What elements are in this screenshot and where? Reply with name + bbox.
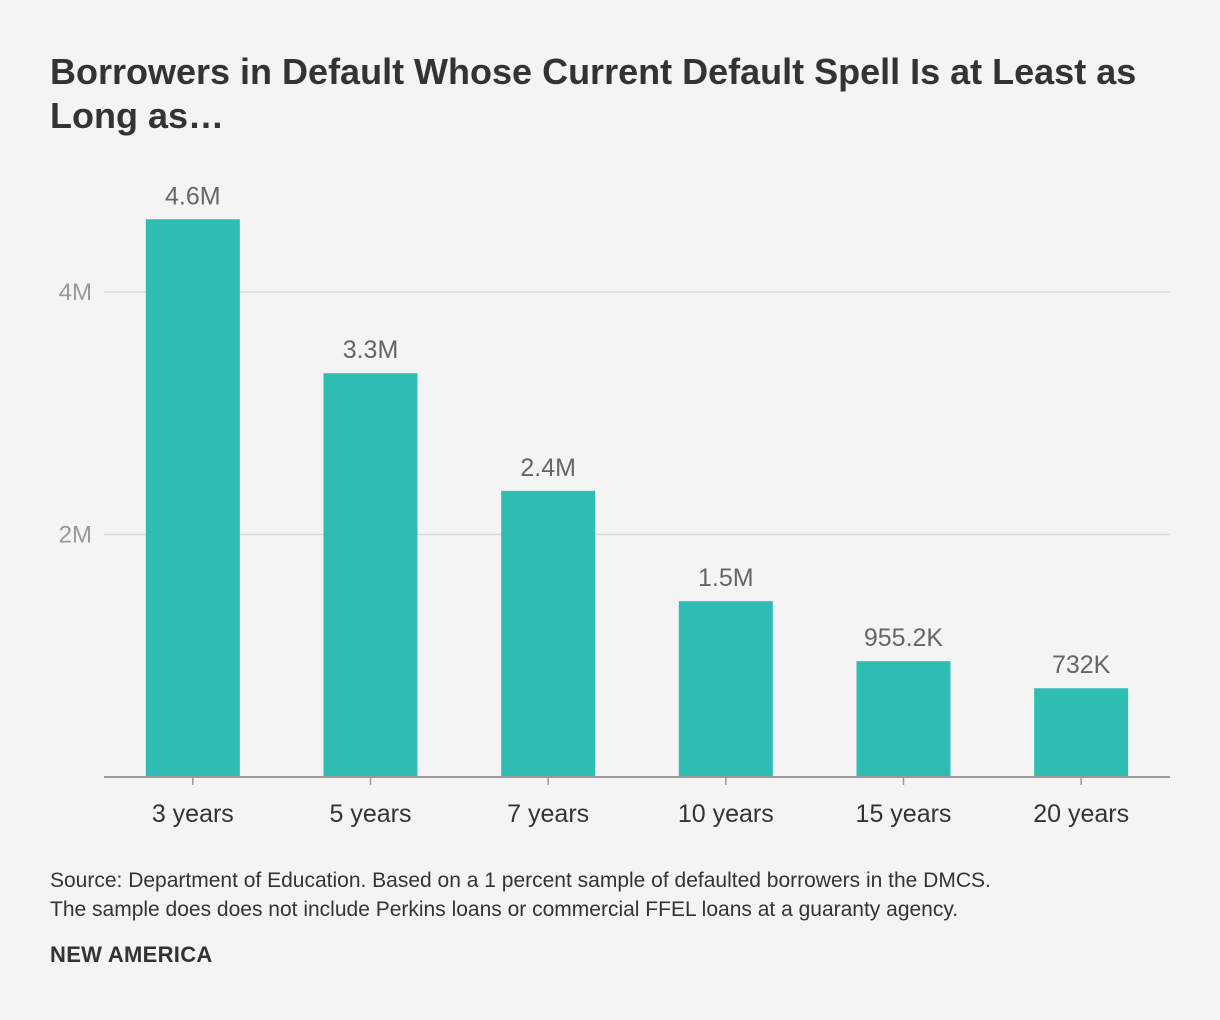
x-category-label: 3 years: [152, 800, 234, 828]
data-label: 1.5M: [698, 564, 754, 592]
bar: [856, 661, 951, 777]
brand-logo-text: NEW AMERICA: [50, 942, 213, 967]
bar: [323, 373, 418, 777]
data-label: 732K: [1052, 651, 1111, 679]
data-label: 3.3M: [343, 336, 399, 364]
data-label: 2.4M: [520, 454, 576, 482]
bar: [1034, 688, 1129, 777]
chart-title: Borrowers in Default Whose Current Defau…: [50, 51, 1137, 136]
data-label: 955.2K: [864, 624, 944, 652]
bar: [501, 490, 596, 777]
y-tick-label: 2M: [59, 522, 92, 549]
source-note: Source: Department of Education. Based o…: [50, 866, 1180, 924]
bar: [678, 601, 773, 777]
x-category-label: 15 years: [856, 800, 952, 828]
x-category-label: 5 years: [330, 800, 412, 828]
x-category-label: 10 years: [678, 800, 774, 828]
x-category-label: 20 years: [1033, 800, 1129, 828]
source-line-2: The sample does does not include Perkins…: [50, 898, 959, 921]
source-line-1: Source: Department of Education. Based o…: [50, 869, 991, 892]
bar-chart: 2M 4M 4.6M 3 years 3.3M 5 years 2.4M 7 years 1.5…: [59, 182, 1170, 828]
y-tick-label: 4M: [59, 279, 92, 306]
bar: [145, 219, 240, 777]
x-category-label: 7 years: [507, 800, 589, 828]
data-label: 4.6M: [165, 182, 221, 210]
